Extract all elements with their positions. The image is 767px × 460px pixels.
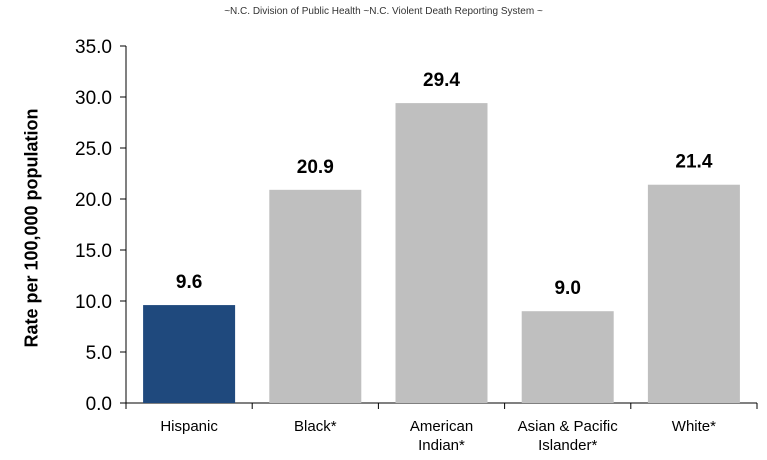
y-tick-label: 25.0 (75, 139, 112, 160)
y-tick-label: 15.0 (75, 241, 112, 262)
data-label: 20.9 (297, 157, 334, 178)
x-tick-label-line: Islander* (538, 437, 598, 454)
bar-american-indian (395, 103, 488, 404)
data-label: 29.4 (423, 70, 460, 91)
chart-subtitle: ~N.C. Division of Public Health ~N.C. Vi… (224, 6, 543, 17)
data-label: 9.6 (176, 272, 202, 293)
x-tick-label-line: Asian & Pacific (517, 418, 618, 435)
y-tick-label: 5.0 (86, 343, 112, 364)
y-tick-label: 10.0 (75, 292, 112, 313)
x-tick-label: American Indian* (372, 417, 512, 455)
data-label: 9.0 (554, 278, 580, 299)
y-tick-label: 35.0 (75, 37, 112, 58)
bar-hispanic (143, 305, 236, 403)
bar-white (647, 184, 740, 403)
x-tick-label-line: Hispanic (160, 418, 218, 435)
y-tick-label: 0.0 (86, 394, 112, 415)
x-tick-label-line: Black* (294, 418, 337, 435)
x-tick-label: White* (624, 417, 764, 436)
x-tick-label-line: White* (671, 418, 716, 435)
x-tick-label-line: Indian* (418, 437, 465, 454)
y-tick-label: 30.0 (75, 88, 112, 109)
y-tick-label: 20.0 (75, 190, 112, 211)
x-tick-label-line: American (409, 418, 474, 435)
x-tick-label: Hispanic (119, 417, 259, 436)
data-label: 21.4 (675, 152, 712, 173)
bar-asian-pacific-islander (521, 311, 614, 403)
bar-black (269, 189, 362, 403)
x-tick-label: Black* (245, 417, 385, 436)
x-tick-label: Asian & Pacific Islander* (498, 417, 638, 455)
